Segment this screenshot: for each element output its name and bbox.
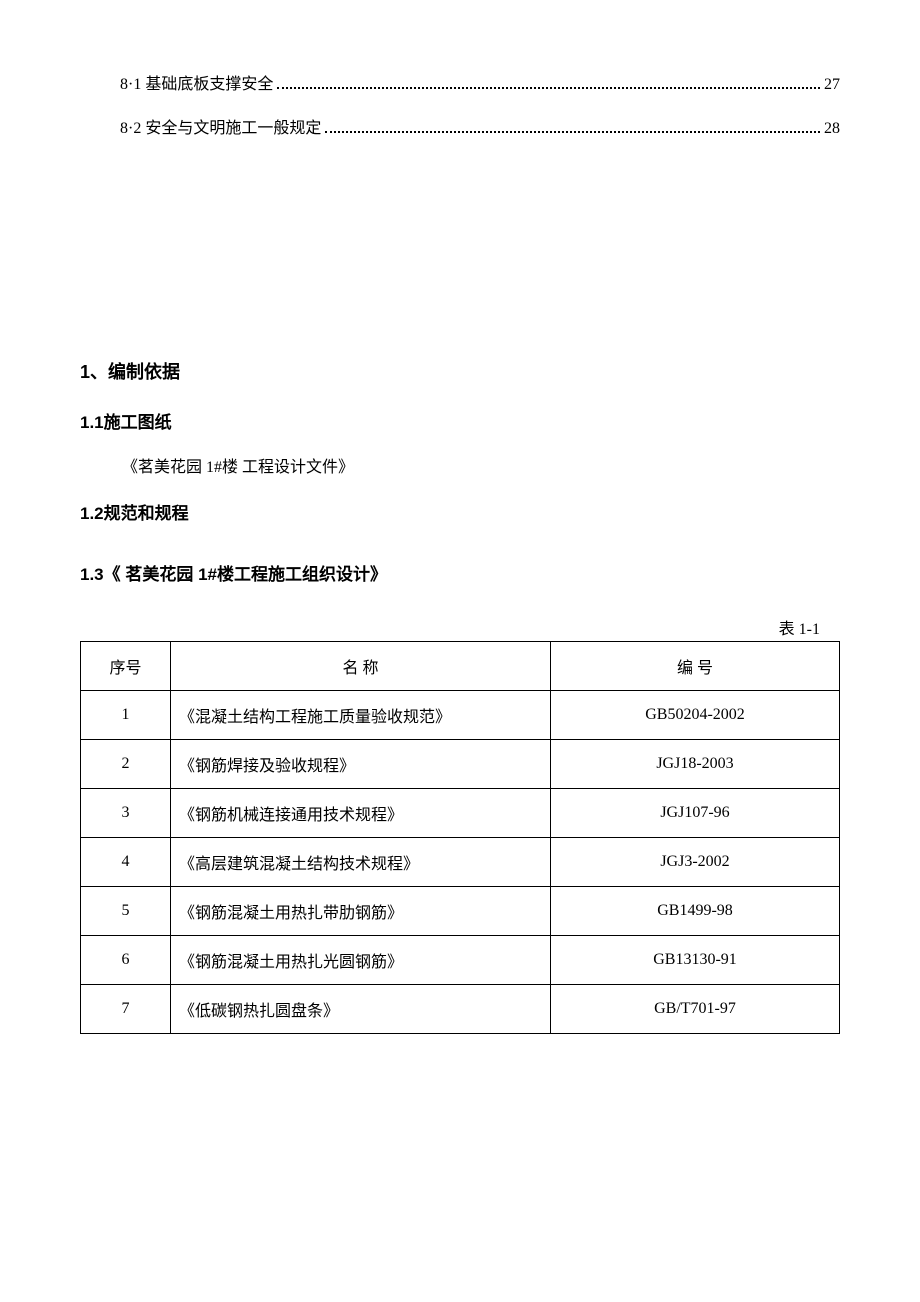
table-caption: 表 1-1 bbox=[80, 615, 840, 639]
table-row: 4 《高层建筑混凝土结构技术规程》 JGJ3-2002 bbox=[81, 838, 840, 887]
cell-code: GB50204-2002 bbox=[551, 691, 840, 740]
cell-code: GB1499-98 bbox=[551, 887, 840, 936]
cell-name: 《钢筋机械连接通用技术规程》 bbox=[171, 789, 551, 838]
table-row: 5 《钢筋混凝土用热扎带肋钢筋》 GB1499-98 bbox=[81, 887, 840, 936]
cell-code: GB/T701-97 bbox=[551, 985, 840, 1034]
cell-name: 《低碳钢热扎圆盘条》 bbox=[171, 985, 551, 1034]
th-seq: 序号 bbox=[81, 642, 171, 691]
cell-code: JGJ18-2003 bbox=[551, 740, 840, 789]
cell-seq: 2 bbox=[81, 740, 171, 789]
heading-1-1: 1.1施工图纸 bbox=[80, 408, 840, 433]
table-row: 2 《钢筋焊接及验收规程》 JGJ18-2003 bbox=[81, 740, 840, 789]
cell-name: 《钢筋混凝土用热扎带肋钢筋》 bbox=[171, 887, 551, 936]
cell-code: JGJ107-96 bbox=[551, 789, 840, 838]
table-row: 7 《低碳钢热扎圆盘条》 GB/T701-97 bbox=[81, 985, 840, 1034]
toc-section: 8·1 基础底板支撑安全 27 8·2 安全与文明施工一般规定 28 bbox=[80, 70, 840, 138]
cell-seq: 1 bbox=[81, 691, 171, 740]
heading-1-2: 1.2规范和规程 bbox=[80, 499, 840, 524]
toc-label: 8·1 基础底板支撑安全 bbox=[120, 70, 273, 94]
toc-dots bbox=[277, 87, 820, 89]
toc-label: 8·2 安全与文明施工一般规定 bbox=[120, 114, 321, 138]
table-header-row: 序号 名 称 编 号 bbox=[81, 642, 840, 691]
toc-dots bbox=[325, 131, 820, 133]
cell-name: 《高层建筑混凝土结构技术规程》 bbox=[171, 838, 551, 887]
cell-name: 《钢筋焊接及验收规程》 bbox=[171, 740, 551, 789]
toc-item: 8·1 基础底板支撑安全 27 bbox=[80, 70, 840, 94]
cell-seq: 5 bbox=[81, 887, 171, 936]
table-row: 1 《混凝土结构工程施工质量验收规范》 GB50204-2002 bbox=[81, 691, 840, 740]
cell-name: 《钢筋混凝土用热扎光圆钢筋》 bbox=[171, 936, 551, 985]
th-name: 名 称 bbox=[171, 642, 551, 691]
cell-seq: 3 bbox=[81, 789, 171, 838]
heading-1-3: 1.3《 茗美花园 1#楼工程施工组织设计》 bbox=[80, 560, 840, 585]
cell-seq: 6 bbox=[81, 936, 171, 985]
heading-1: 1、编制依据 bbox=[80, 358, 840, 384]
cell-code: GB13130-91 bbox=[551, 936, 840, 985]
th-code: 编 号 bbox=[551, 642, 840, 691]
body-text: 《茗美花园 1#楼 工程设计文件》 bbox=[80, 453, 840, 477]
cell-name: 《混凝土结构工程施工质量验收规范》 bbox=[171, 691, 551, 740]
toc-item: 8·2 安全与文明施工一般规定 28 bbox=[80, 114, 840, 138]
table-row: 3 《钢筋机械连接通用技术规程》 JGJ107-96 bbox=[81, 789, 840, 838]
table-row: 6 《钢筋混凝土用热扎光圆钢筋》 GB13130-91 bbox=[81, 936, 840, 985]
cell-seq: 4 bbox=[81, 838, 171, 887]
cell-code: JGJ3-2002 bbox=[551, 838, 840, 887]
cell-seq: 7 bbox=[81, 985, 171, 1034]
spec-table: 序号 名 称 编 号 1 《混凝土结构工程施工质量验收规范》 GB50204-2… bbox=[80, 641, 840, 1034]
toc-page: 28 bbox=[824, 120, 840, 138]
toc-page: 27 bbox=[824, 76, 840, 94]
